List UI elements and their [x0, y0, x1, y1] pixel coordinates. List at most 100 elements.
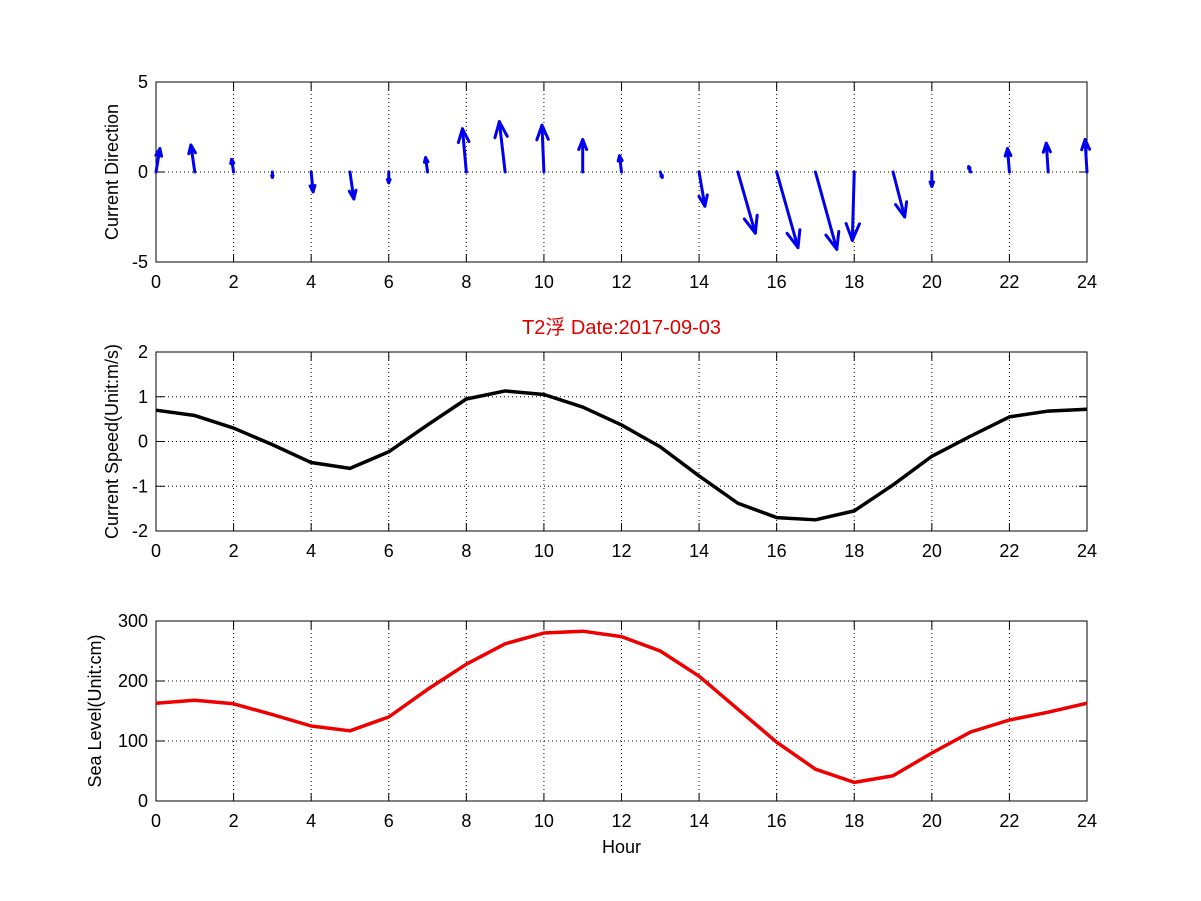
arrow-shaft	[1083, 138, 1089, 174]
x-tick-label: 24	[1077, 541, 1097, 561]
arrow-head	[1041, 141, 1052, 154]
x-tick-label: 8	[461, 272, 471, 292]
x-tick-label: 22	[999, 541, 1019, 561]
current-arrow	[577, 138, 589, 174]
y-tick-label: -2	[132, 521, 148, 541]
y-tick-label: 5	[138, 72, 148, 92]
arrow-head	[347, 188, 358, 201]
arrow-shaft	[497, 120, 507, 174]
x-tick-label: 12	[611, 541, 631, 561]
arrow-head	[1080, 138, 1092, 152]
arrow-head	[270, 174, 275, 179]
current-arrow	[1041, 141, 1052, 174]
data-points	[155, 631, 1088, 783]
y-tick-label: 0	[138, 162, 148, 182]
x-tick-label: 0	[151, 811, 161, 831]
arrow-head	[844, 222, 861, 242]
x-tick-label: 0	[151, 272, 161, 292]
arrow-head	[967, 165, 972, 170]
current-arrow	[1003, 147, 1013, 174]
arrow-shaft	[850, 170, 856, 242]
arrow-shaft	[813, 170, 839, 251]
arrow-head	[493, 120, 509, 140]
current-arrow	[308, 170, 317, 194]
x-tick-label: 20	[922, 541, 942, 561]
x-tick-label: 10	[534, 541, 554, 561]
arrow-head	[577, 138, 589, 152]
arrow-head	[456, 127, 471, 145]
arrow-series	[154, 120, 1092, 251]
current-arrow	[385, 170, 392, 185]
arrow-shaft	[697, 170, 707, 208]
arrow-head	[1003, 147, 1013, 158]
y-axis-label: Current Direction	[102, 104, 122, 240]
arrow-shaft	[460, 127, 468, 174]
y-tick-label: 0	[138, 432, 148, 452]
x-tick-label: 16	[767, 541, 787, 561]
arrow-shaft	[736, 170, 757, 235]
current-arrow	[422, 156, 430, 174]
x-tick-label: 4	[306, 272, 316, 292]
x-tick-label: 14	[689, 541, 709, 561]
x-tick-label: 14	[689, 811, 709, 831]
y-tick-label: 300	[118, 611, 148, 631]
data-points	[155, 390, 1088, 520]
current-arrow	[493, 120, 509, 174]
current-arrow	[1080, 138, 1092, 174]
x-tick-label: 2	[229, 272, 239, 292]
current-arrow	[967, 165, 973, 174]
current-arrow	[844, 170, 861, 242]
y-axis-label: Current Speed(Unit:m/s)	[102, 344, 122, 539]
arrow-shaft	[540, 123, 546, 174]
x-tick-label: 18	[844, 272, 864, 292]
chart-title: T2浮 Date:2017-09-03	[522, 316, 721, 339]
x-tick-label: 6	[384, 811, 394, 831]
x-axis-label: Hour	[602, 837, 641, 857]
arrow-head	[894, 200, 909, 219]
arrow-head	[385, 177, 392, 185]
arrow-head	[742, 213, 759, 235]
x-tick-label: 2	[229, 541, 239, 561]
x-tick-label: 10	[534, 272, 554, 292]
x-tick-label: 8	[461, 541, 471, 561]
x-tick-label: 16	[767, 811, 787, 831]
x-tick-label: 16	[767, 272, 787, 292]
x-tick-label: 12	[611, 811, 631, 831]
arrow-head	[785, 228, 802, 250]
x-tick-label: 8	[461, 811, 471, 831]
y-tick-label: 1	[138, 387, 148, 407]
arrow-head	[928, 180, 936, 188]
x-tick-label: 2	[229, 811, 239, 831]
arrow-shaft	[348, 170, 356, 201]
arrow-head	[659, 174, 664, 179]
current-arrow	[891, 170, 909, 219]
x-tick-label: 14	[689, 272, 709, 292]
x-tick-label: 20	[922, 272, 942, 292]
current-arrow	[347, 170, 358, 201]
arrow-head	[535, 123, 550, 142]
x-tick-label: 22	[999, 272, 1019, 292]
y-tick-label: 0	[138, 791, 148, 811]
arrow-shaft	[775, 170, 800, 250]
arrow-head	[422, 156, 430, 164]
x-tick-label: 0	[151, 541, 161, 561]
arrow-head	[697, 193, 709, 208]
arrow-shaft	[891, 170, 907, 219]
x-tick-label: 6	[384, 541, 394, 561]
current-arrow	[736, 170, 759, 235]
arrow-head	[308, 183, 317, 194]
x-tick-label: 24	[1077, 811, 1097, 831]
current-arrow	[187, 143, 197, 174]
current-arrow	[775, 170, 802, 250]
current-arrow	[928, 170, 936, 188]
x-tick-label: 6	[384, 272, 394, 292]
x-tick-label: 4	[306, 541, 316, 561]
current-arrow	[270, 170, 275, 179]
x-tick-label: 18	[844, 811, 864, 831]
y-axis-label: Sea Level(Unit:cm)	[85, 634, 105, 787]
